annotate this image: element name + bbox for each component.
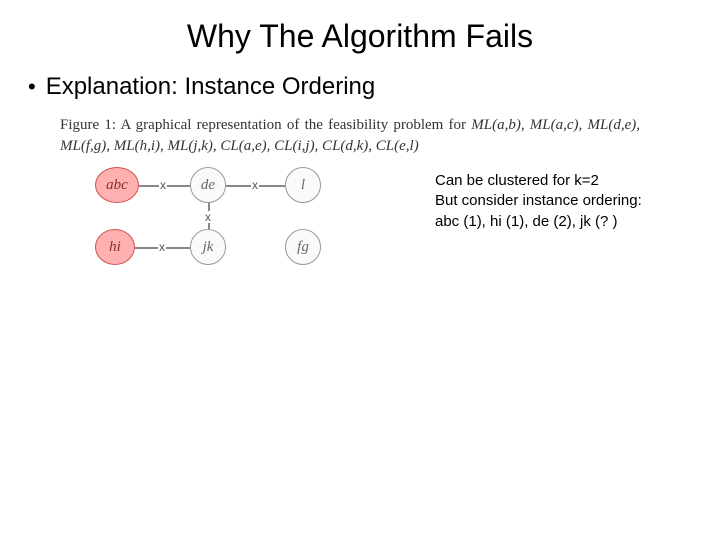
bullet-dot: • [28,73,36,101]
bullet-row: • Explanation: Instance Ordering [28,73,720,101]
side-annotation: Can be clustered for k=2 But consider in… [435,171,642,232]
cannot-link-mark: x [159,179,167,191]
content-row: x x x x abc de l hi jk fg Can be clustered for k=… [0,167,720,277]
node-jk: jk [190,229,226,265]
cannot-link-mark: x [158,241,166,253]
side-line-3: abc (1), hi (1), de (2), jk (? ) [435,212,642,232]
side-line-1: Can be clustered for k=2 [435,171,642,191]
caption-prefix: Figure 1: A graphical representation of … [60,117,471,133]
node-l: l [285,167,321,203]
constraint-graph-diagram: x x x x abc de l hi jk fg [95,167,425,277]
slide-title: Why The Algorithm Fails [0,18,720,55]
figure-caption: Figure 1: A graphical representation of … [60,115,640,157]
bullet-text: Explanation: Instance Ordering [46,73,376,101]
cannot-link-mark: x [251,179,259,191]
side-line-2: But consider instance ordering: [435,191,642,211]
node-abc: abc [95,167,139,203]
node-hi: hi [95,229,135,265]
node-de: de [190,167,226,203]
node-fg: fg [285,229,321,265]
cannot-link-mark: x [204,211,212,223]
